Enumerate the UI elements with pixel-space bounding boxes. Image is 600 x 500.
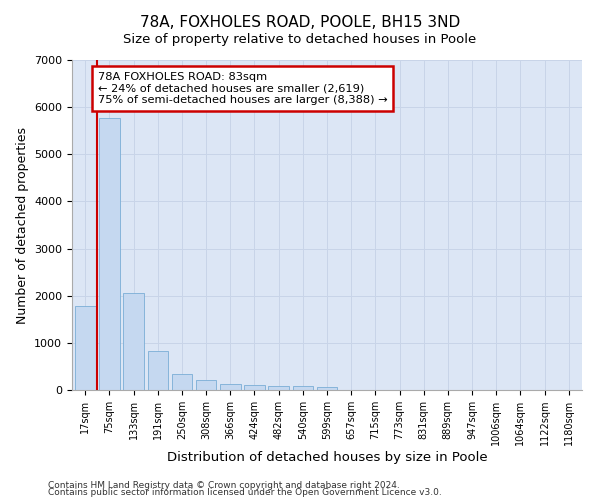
X-axis label: Distribution of detached houses by size in Poole: Distribution of detached houses by size …: [167, 451, 487, 464]
Bar: [196, 380, 217, 390]
Bar: [268, 386, 289, 390]
Bar: [220, 384, 241, 390]
Text: Size of property relative to detached houses in Poole: Size of property relative to detached ho…: [124, 32, 476, 46]
Bar: [172, 374, 192, 390]
Text: 78A, FOXHOLES ROAD, POOLE, BH15 3ND: 78A, FOXHOLES ROAD, POOLE, BH15 3ND: [140, 15, 460, 30]
Bar: [317, 386, 337, 390]
Text: Contains HM Land Registry data © Crown copyright and database right 2024.: Contains HM Land Registry data © Crown c…: [48, 480, 400, 490]
Bar: [244, 386, 265, 390]
Text: Contains public sector information licensed under the Open Government Licence v3: Contains public sector information licen…: [48, 488, 442, 497]
Text: 78A FOXHOLES ROAD: 83sqm
← 24% of detached houses are smaller (2,619)
75% of sem: 78A FOXHOLES ROAD: 83sqm ← 24% of detach…: [98, 72, 388, 105]
Bar: [124, 293, 144, 390]
Bar: [75, 306, 95, 390]
Bar: [148, 352, 168, 390]
Y-axis label: Number of detached properties: Number of detached properties: [16, 126, 29, 324]
Bar: [99, 118, 120, 390]
Bar: [293, 386, 313, 390]
